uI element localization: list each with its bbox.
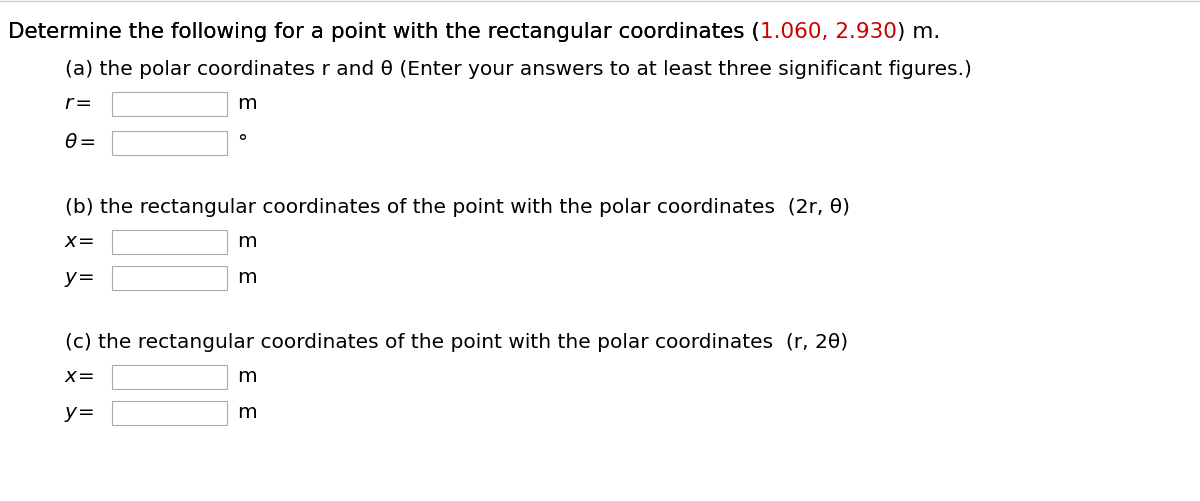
Text: (a) the polar coordinates r and θ (Enter your answers to at least three signific: (a) the polar coordinates r and θ (Enter… <box>65 60 972 79</box>
Text: (c) the rectangular coordinates of the point with the polar coordinates  (r, 2θ): (c) the rectangular coordinates of the p… <box>65 333 848 352</box>
Text: m: m <box>238 268 257 287</box>
Bar <box>112 401 227 425</box>
Text: m: m <box>238 403 257 422</box>
Text: y =: y = <box>65 268 96 287</box>
Text: (b) the rectangular coordinates of the point with the polar coordinates  (2r, θ): (b) the rectangular coordinates of the p… <box>65 198 850 217</box>
Text: Determine the following for a point with the rectangular coordinates (: Determine the following for a point with… <box>8 22 760 42</box>
Text: m: m <box>238 94 257 113</box>
Text: m: m <box>238 367 257 386</box>
Text: Determine the following for a point with the rectangular coordinates (: Determine the following for a point with… <box>8 22 760 42</box>
Text: 1.060, 2.930: 1.060, 2.930 <box>760 22 896 42</box>
Text: y =: y = <box>65 403 96 422</box>
Bar <box>112 266 227 290</box>
Text: °: ° <box>238 133 247 152</box>
Text: ) m.: ) m. <box>896 22 940 42</box>
Text: x =: x = <box>65 367 96 386</box>
Text: r =: r = <box>65 94 92 113</box>
Text: θ =: θ = <box>65 133 96 152</box>
Bar <box>112 230 227 254</box>
Bar <box>112 131 227 155</box>
Bar <box>112 365 227 389</box>
Bar <box>112 92 227 116</box>
Text: m: m <box>238 232 257 251</box>
Text: x =: x = <box>65 232 96 251</box>
